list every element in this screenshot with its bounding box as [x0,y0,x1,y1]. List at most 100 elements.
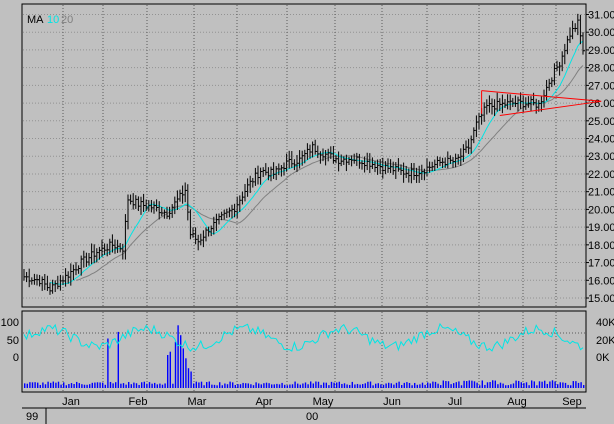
price-bars [23,13,585,295]
volume-bar [291,384,294,388]
volume-bar [554,381,556,388]
volume-bar [445,381,447,388]
volume-bar [330,381,333,388]
triangle-upper-line [481,90,602,102]
volume-bar [421,382,424,388]
volume-bar [52,381,54,388]
volume-bar [60,384,62,388]
volume-bar [34,382,36,388]
volume-bar [432,381,434,388]
volume-bar [393,384,395,388]
ma10-path [49,40,584,285]
volume-bar [68,383,70,388]
y-tick-label: 15.00 [588,293,614,305]
volume-bar [232,382,234,388]
volume-bar [531,380,533,388]
volume-bar [258,383,260,388]
volume-bar [260,384,262,388]
volume-bar [193,383,195,388]
volume-bar [26,383,28,388]
volume-bar [70,383,73,388]
volume-bar [424,384,426,388]
volume-bar [187,368,190,388]
volume-bar [414,382,416,388]
volume-bar [403,382,405,388]
vol-tick-label: 40K [596,317,614,329]
volume-bar [364,383,366,388]
volume-bar [284,384,286,388]
volume-bar [523,383,525,388]
volume-bar [96,382,99,388]
volume-bar [401,385,403,388]
volume-bar [94,382,96,388]
volume-bar [167,355,169,388]
volume-bar [567,384,569,388]
volume-bar [273,384,275,388]
volume-bar [265,382,268,388]
volume-bar [234,384,236,388]
volume-bar [468,380,470,388]
x-tick-label: Mar [188,396,207,408]
volume-bar [447,381,450,388]
volume-bar [169,351,171,388]
volume-bar [117,331,119,388]
oscillator-path [23,322,584,352]
volume-bar [55,382,57,388]
y-tick-label: 17.00 [588,258,614,270]
volume-bar [328,385,330,388]
volume-bar [544,380,546,388]
vol-tick-label: 0K [596,352,610,364]
volume-bar [102,382,104,388]
volume-bar [250,384,252,388]
x-tick-label: Jul [448,396,462,408]
volume-bar [549,381,551,388]
y-tick-label: 20.00 [588,204,614,216]
volume-bar [174,341,177,388]
volume-bar [104,384,106,388]
volume-bar [494,380,496,388]
volume-bar [81,384,83,388]
volume-bar [385,383,387,388]
volume-bar [310,381,312,388]
ma20-line [75,65,584,281]
y-tick-label: 22.00 [588,169,614,181]
volume-bar [156,384,158,388]
volume-bar [242,382,244,388]
y-tick-label: 24.00 [588,134,614,146]
volume-bar [502,383,504,388]
volume-bar [515,380,517,388]
volume-bar [271,384,273,388]
volume-bar [351,381,353,388]
volume-bar [115,382,117,388]
volume-bar [177,325,179,388]
volume-bar [219,382,221,388]
volume-bar [442,380,444,388]
volume-bar [312,383,314,388]
x-tick-label: Jan [62,396,80,408]
volume-bar [125,384,127,388]
volume-bar [107,338,109,388]
volume-bar [203,385,205,388]
volume-bar [31,382,34,388]
oscillator-panel-frame [21,310,587,393]
y-tick-label: 16.00 [588,275,614,287]
volume-bar [91,382,93,388]
volume-bar [133,382,135,388]
volume-bar [583,385,585,388]
volume-bar [492,380,494,388]
volume-bar [354,384,356,388]
y-tick-label: 19.00 [588,222,614,234]
volume-bar [325,382,327,388]
volume-bar [190,371,192,388]
volume-bar [572,381,574,388]
volume-bar [317,381,320,388]
volume-bar [520,382,522,388]
volume-bar [86,384,88,388]
x-tick-label: Aug [507,396,527,408]
volume-bar [346,384,348,388]
volume-bar [245,383,247,388]
volume-bar [336,382,338,388]
volume-bar [416,384,418,388]
volume-bar [164,383,166,388]
